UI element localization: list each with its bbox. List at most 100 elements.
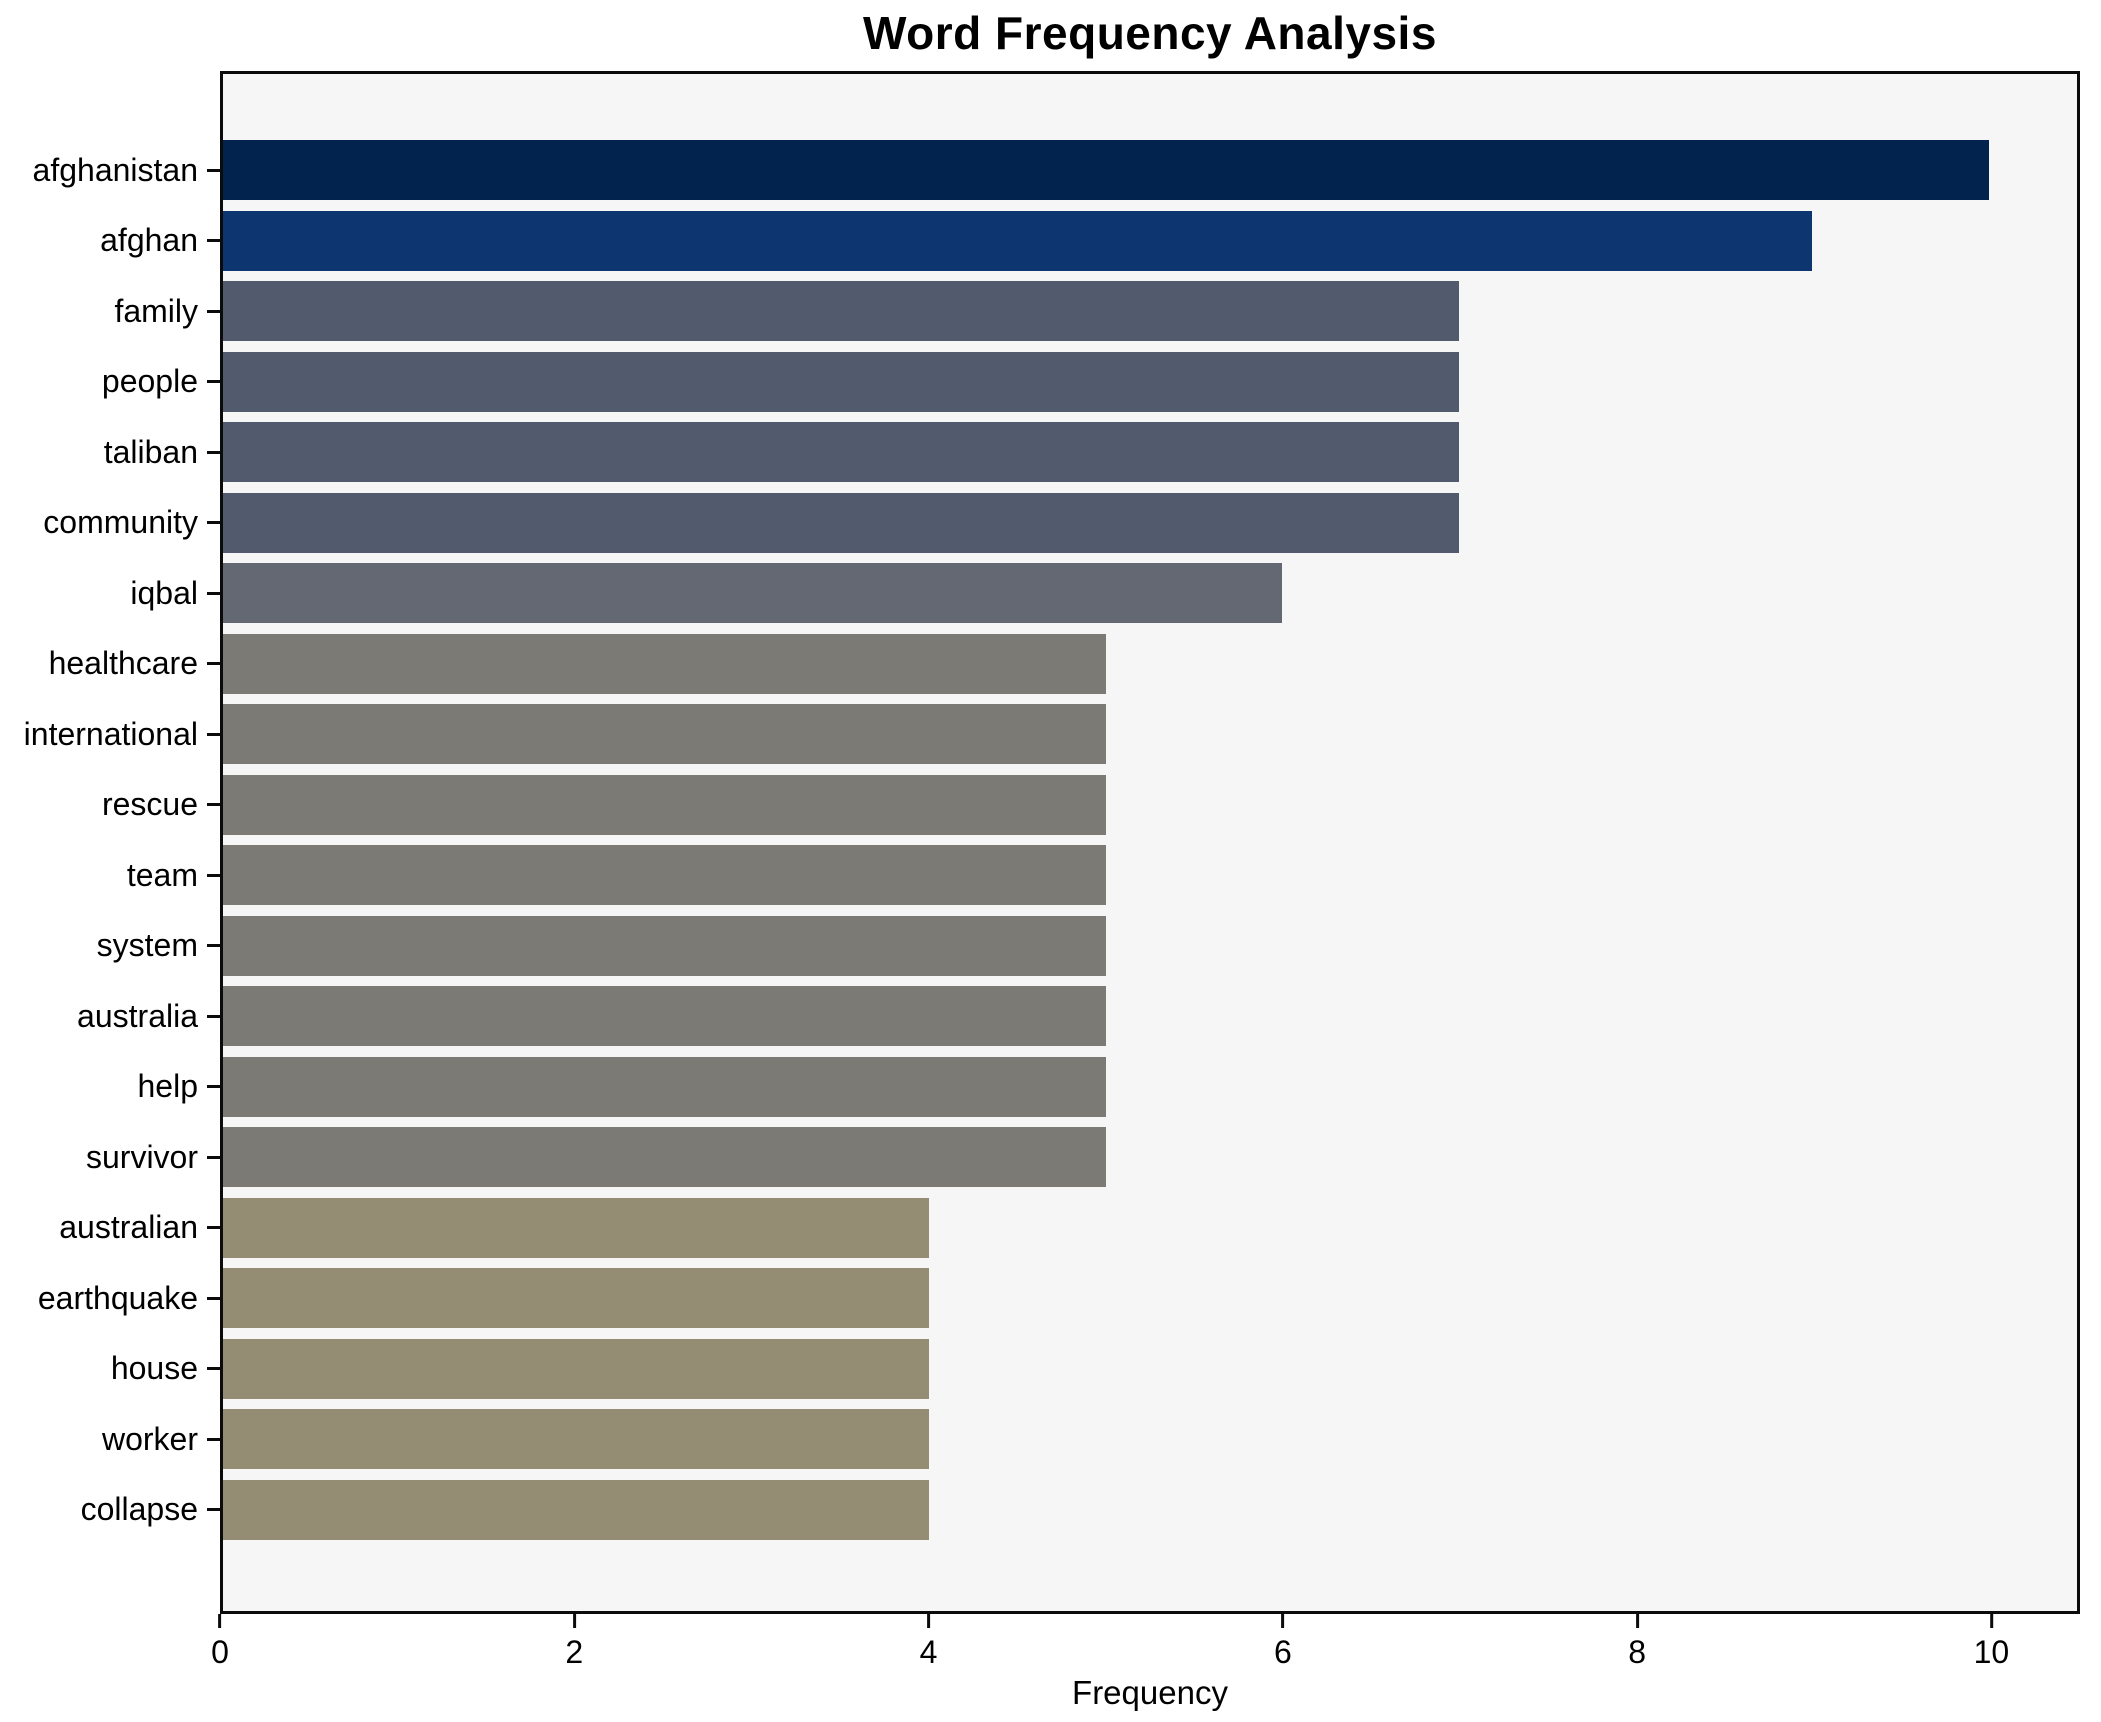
y-label-inner: community (43, 493, 220, 553)
bar-afghan (223, 210, 1813, 271)
bar-row (223, 1338, 2077, 1410)
y-label-row: help (0, 1057, 220, 1128)
y-tick-label-people: people (101, 363, 198, 399)
y-label-row: afghanistan (0, 140, 220, 211)
bar-row (223, 351, 2077, 423)
y-label-inner: taliban (104, 422, 220, 482)
y-tick-label-afghanistan: afghanistan (32, 151, 198, 188)
y-tick-label-team: team (126, 856, 198, 893)
y-label-inner: australia (77, 986, 220, 1046)
y-axis-labels: afghanistan afghan family people taliban comm… (0, 71, 220, 1614)
y-label-inner: team (127, 845, 220, 905)
y-label-row: worker (0, 1409, 220, 1480)
bar-row (223, 633, 2077, 705)
bar-iqbal (223, 563, 1283, 623)
chart-title: Word Frequency Analysis (863, 7, 1437, 59)
y-tick-label-afghan: afghan (100, 222, 198, 258)
x-tick-2: 2 (565, 1614, 583, 1671)
bar-row (223, 915, 2077, 987)
y-tick-label-iqbal: iqbal (130, 574, 198, 611)
x-tick-4: 4 (919, 1614, 938, 1671)
y-tick-label-earthquake: earthquake (37, 1279, 198, 1316)
bar-row (223, 1127, 2077, 1198)
y-label-row: team (0, 845, 220, 916)
y-label-row: taliban (0, 422, 220, 493)
bar-row (223, 140, 2077, 211)
x-tick-0: 0 (211, 1614, 229, 1671)
y-label-row: house (0, 1339, 220, 1410)
y-label-row: rescue (0, 775, 220, 846)
bar-australia (223, 986, 1106, 1046)
y-label-row: system (0, 916, 220, 987)
bars-container (223, 74, 2077, 1611)
y-label-row: australia (0, 986, 220, 1057)
y-tick-mark (207, 873, 220, 877)
x-tick-mark (1635, 1614, 1639, 1628)
x-axis-title: Frequency (1072, 1674, 1228, 1711)
y-label-inner: australian (59, 1198, 220, 1258)
bar-australian (223, 1197, 930, 1258)
bar-international (223, 704, 1106, 764)
bar-taliban (223, 422, 1459, 482)
y-label-inner: people (102, 352, 220, 412)
y-label-row: community (0, 493, 220, 564)
bar-row (223, 492, 2077, 564)
bar-earthquake (223, 1268, 930, 1328)
y-tick-mark (207, 1085, 220, 1088)
y-label-inner: afghanistan (33, 140, 220, 200)
y-label-inner: system (97, 916, 220, 976)
y-tick-mark (207, 591, 220, 595)
y-label-row: people (0, 352, 220, 423)
y-tick-mark (207, 1437, 220, 1441)
bar-row (223, 704, 2077, 775)
y-tick-mark (207, 168, 220, 172)
y-label-row: survivor (0, 1127, 220, 1198)
y-tick-mark (207, 1367, 220, 1370)
y-label-inner: rescue (102, 775, 220, 835)
x-tick-label: 8 (1628, 1634, 1647, 1670)
y-tick-label-taliban: taliban (103, 433, 198, 470)
bar-row (223, 422, 2077, 493)
y-label-inner: iqbal (130, 563, 220, 623)
y-tick-label-help: help (137, 1068, 199, 1104)
x-tick-label: 4 (919, 1634, 938, 1670)
y-tick-mark (207, 1296, 220, 1300)
x-tick-mark (927, 1614, 931, 1628)
bar-team (223, 845, 1106, 905)
y-label-row: earthquake (0, 1268, 220, 1339)
y-tick-mark (207, 239, 220, 242)
bar-row (223, 1056, 2077, 1128)
y-label-row: family (0, 281, 220, 352)
y-label-row: collapse (0, 1480, 220, 1551)
y-tick-label-australian: australian (59, 1209, 198, 1245)
y-tick-mark (207, 803, 220, 806)
y-tick-label-survivor: survivor (85, 1138, 198, 1175)
bar-rescue (223, 774, 1106, 835)
bar-row (223, 1268, 2077, 1339)
y-tick-mark (207, 1014, 220, 1018)
y-tick-label-australia: australia (77, 997, 198, 1034)
y-tick-mark (207, 732, 220, 736)
y-tick-label-collapse: collapse (80, 1491, 198, 1527)
bar-row (223, 1479, 2077, 1551)
x-tick-label: 6 (1273, 1634, 1292, 1670)
y-label-inner: house (111, 1339, 220, 1399)
y-label-inner: healthcare (49, 634, 220, 694)
y-label-row: healthcare (0, 634, 220, 705)
y-tick-label-community: community (43, 504, 198, 540)
x-tick-10: 10 (1974, 1614, 2009, 1671)
y-tick-mark (207, 309, 220, 313)
bar-row (223, 210, 2077, 282)
bar-row (223, 774, 2077, 846)
x-tick-label: 0 (211, 1634, 229, 1670)
y-tick-mark (207, 450, 220, 454)
bar-row (223, 563, 2077, 634)
y-label-inner: earthquake (38, 1268, 220, 1328)
y-tick-label-worker: worker (101, 1420, 198, 1457)
y-tick-label-rescue: rescue (101, 786, 198, 822)
x-tick-mark (218, 1614, 222, 1628)
bar-family (223, 281, 1459, 341)
bar-row (223, 281, 2077, 352)
y-tick-mark (207, 1155, 220, 1159)
y-label-row: international (0, 704, 220, 775)
